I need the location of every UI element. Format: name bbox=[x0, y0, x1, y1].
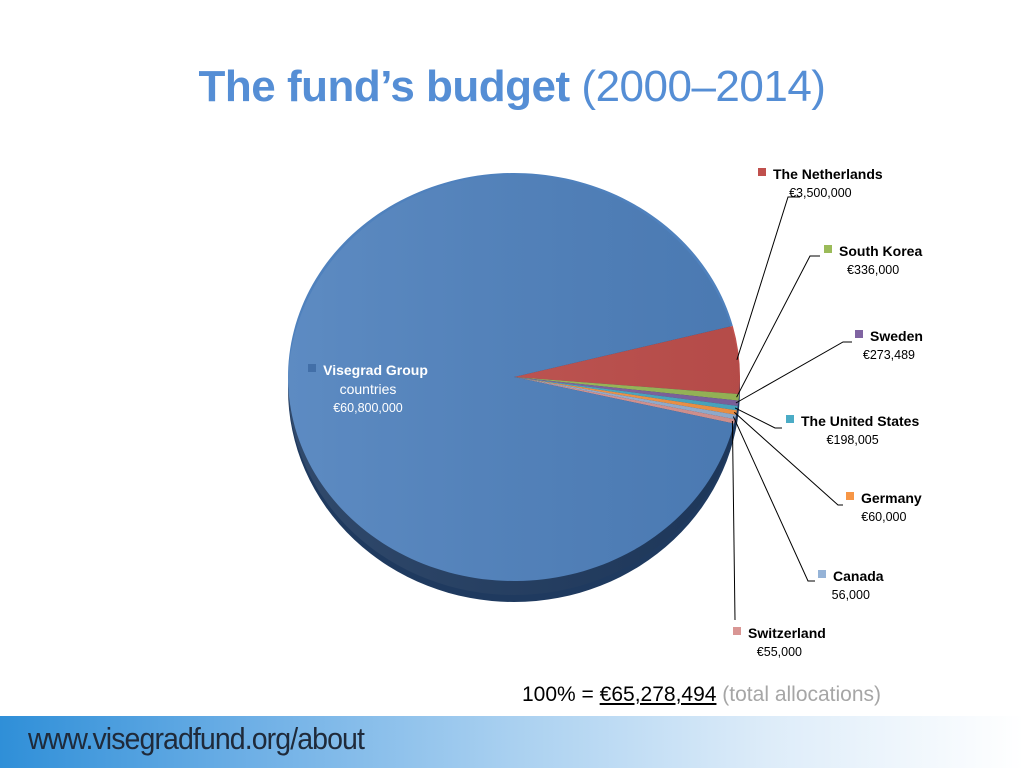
swatch-visegrad bbox=[308, 364, 317, 372]
swatch-united-states bbox=[786, 415, 794, 423]
label-canada: Canada 56,000 bbox=[818, 567, 884, 605]
total-prefix: 100% = bbox=[522, 683, 594, 706]
leader-line bbox=[733, 411, 843, 506]
total-amount: €65,278,494 bbox=[599, 683, 717, 706]
footer-bar: www.visegradfund.org/about bbox=[0, 716, 1024, 768]
leader-line bbox=[734, 407, 782, 429]
label-united-states: The United States €198,005 bbox=[786, 412, 919, 450]
label-netherlands: The Netherlands €3,500,000 bbox=[758, 165, 883, 203]
slide-title: The fund’s budget (2000–2014) bbox=[0, 62, 1024, 112]
total-note: (total allocations) bbox=[722, 683, 882, 706]
leader-line bbox=[731, 420, 736, 621]
swatch-switzerland bbox=[733, 627, 741, 635]
swatch-canada bbox=[818, 570, 826, 578]
label-germany: Germany €60,000 bbox=[846, 489, 922, 527]
title-main: The fund’s budget bbox=[198, 62, 571, 111]
footer-url[interactable]: www.visegradfund.org/about bbox=[28, 721, 365, 756]
leader-line bbox=[732, 416, 815, 582]
label-visegrad: Visegrad Group countries €60,800,000 bbox=[298, 361, 438, 418]
label-switzerland: Switzerland €55,000 bbox=[733, 624, 826, 662]
leader-line bbox=[735, 341, 852, 404]
swatch-netherlands bbox=[758, 168, 766, 176]
title-years: (2000–2014) bbox=[581, 62, 826, 111]
leader-line bbox=[736, 255, 820, 398]
swatch-sweden bbox=[855, 330, 863, 338]
swatch-south-korea bbox=[824, 245, 832, 253]
label-sweden: Sweden €273,489 bbox=[855, 327, 923, 365]
leader-line bbox=[736, 196, 800, 361]
swatch-germany bbox=[846, 492, 854, 500]
total-allocations: 100% = €65,278,494 (total allocations) bbox=[522, 683, 881, 707]
label-south-korea: South Korea €336,000 bbox=[824, 242, 922, 280]
